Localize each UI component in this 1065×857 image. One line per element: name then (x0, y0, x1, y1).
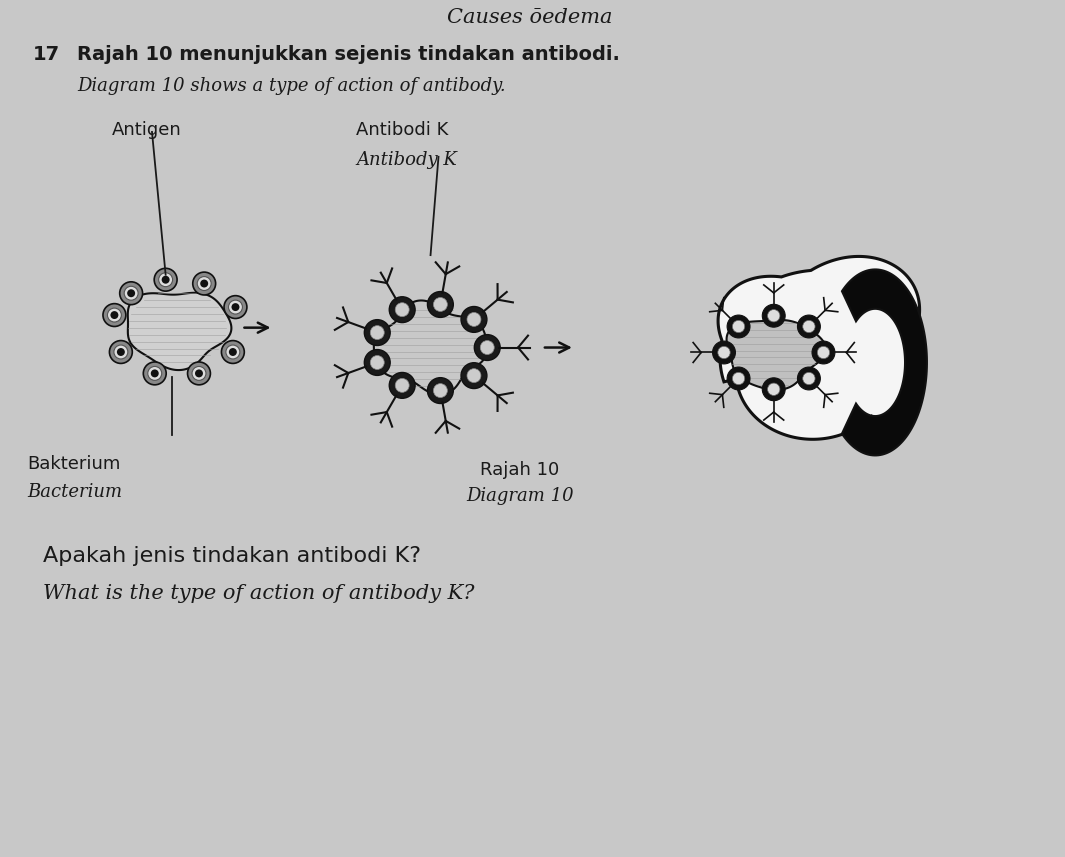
Circle shape (389, 373, 415, 399)
Circle shape (200, 279, 208, 287)
Circle shape (817, 346, 830, 359)
Circle shape (433, 384, 447, 398)
Circle shape (395, 303, 409, 316)
Circle shape (461, 363, 487, 388)
Circle shape (803, 321, 815, 333)
Circle shape (162, 276, 169, 284)
Circle shape (144, 362, 166, 385)
Circle shape (159, 273, 173, 287)
Circle shape (768, 383, 780, 395)
Circle shape (798, 315, 820, 338)
Circle shape (468, 313, 481, 327)
Circle shape (427, 378, 454, 404)
Circle shape (229, 300, 243, 314)
Circle shape (222, 340, 244, 363)
Circle shape (364, 350, 390, 375)
Text: Rajah 10: Rajah 10 (480, 461, 560, 479)
Circle shape (154, 268, 177, 291)
Circle shape (803, 372, 815, 385)
Circle shape (127, 290, 135, 297)
Circle shape (226, 345, 240, 359)
Circle shape (103, 303, 126, 327)
Circle shape (727, 367, 750, 390)
Circle shape (763, 378, 785, 401)
Polygon shape (718, 256, 923, 440)
Text: Antibody K: Antibody K (356, 151, 457, 169)
Circle shape (433, 297, 447, 311)
Text: Bacterium: Bacterium (28, 482, 122, 500)
Polygon shape (842, 269, 927, 455)
Circle shape (371, 326, 384, 339)
Circle shape (111, 311, 118, 319)
Circle shape (108, 309, 121, 322)
Circle shape (187, 362, 211, 385)
Circle shape (798, 367, 820, 390)
Text: 17: 17 (33, 45, 60, 63)
Circle shape (733, 321, 744, 333)
Text: Diagram 10: Diagram 10 (466, 487, 574, 505)
Text: Rajah 10 menunjukkan sejenis tindakan antibodi.: Rajah 10 menunjukkan sejenis tindakan an… (78, 45, 620, 63)
Text: Antigen: Antigen (112, 121, 182, 139)
Circle shape (763, 304, 785, 327)
Text: Causes ōedema: Causes ōedema (447, 8, 612, 27)
Polygon shape (374, 301, 487, 394)
Circle shape (427, 291, 454, 317)
Circle shape (151, 369, 159, 377)
Text: Diagram 10 shows a type of action of antibody.: Diagram 10 shows a type of action of ant… (78, 77, 506, 95)
Circle shape (110, 340, 132, 363)
Text: Apakah jenis tindakan antibodi K?: Apakah jenis tindakan antibodi K? (43, 546, 421, 566)
Circle shape (395, 379, 409, 393)
Circle shape (768, 309, 780, 322)
Circle shape (461, 307, 487, 333)
Circle shape (812, 341, 835, 364)
Circle shape (192, 367, 206, 381)
Circle shape (195, 369, 203, 377)
Circle shape (474, 334, 501, 361)
Circle shape (229, 348, 236, 356)
Text: Antibodi K: Antibodi K (356, 121, 448, 139)
Circle shape (389, 297, 415, 322)
Circle shape (371, 356, 384, 369)
Circle shape (117, 348, 125, 356)
Circle shape (119, 282, 143, 304)
Circle shape (224, 296, 247, 319)
Circle shape (231, 303, 240, 311)
Circle shape (480, 340, 494, 355)
Circle shape (197, 277, 211, 291)
Polygon shape (128, 293, 231, 370)
Text: Bakterium: Bakterium (28, 455, 121, 473)
Circle shape (468, 369, 481, 382)
Circle shape (148, 367, 162, 381)
Circle shape (114, 345, 128, 359)
Text: What is the type of action of antibody K?: What is the type of action of antibody K… (43, 584, 474, 603)
Circle shape (718, 346, 731, 359)
Polygon shape (726, 320, 825, 390)
Circle shape (125, 286, 138, 300)
Circle shape (727, 315, 750, 338)
Circle shape (364, 320, 390, 345)
Circle shape (733, 372, 744, 385)
Circle shape (712, 341, 736, 364)
Circle shape (193, 273, 215, 295)
